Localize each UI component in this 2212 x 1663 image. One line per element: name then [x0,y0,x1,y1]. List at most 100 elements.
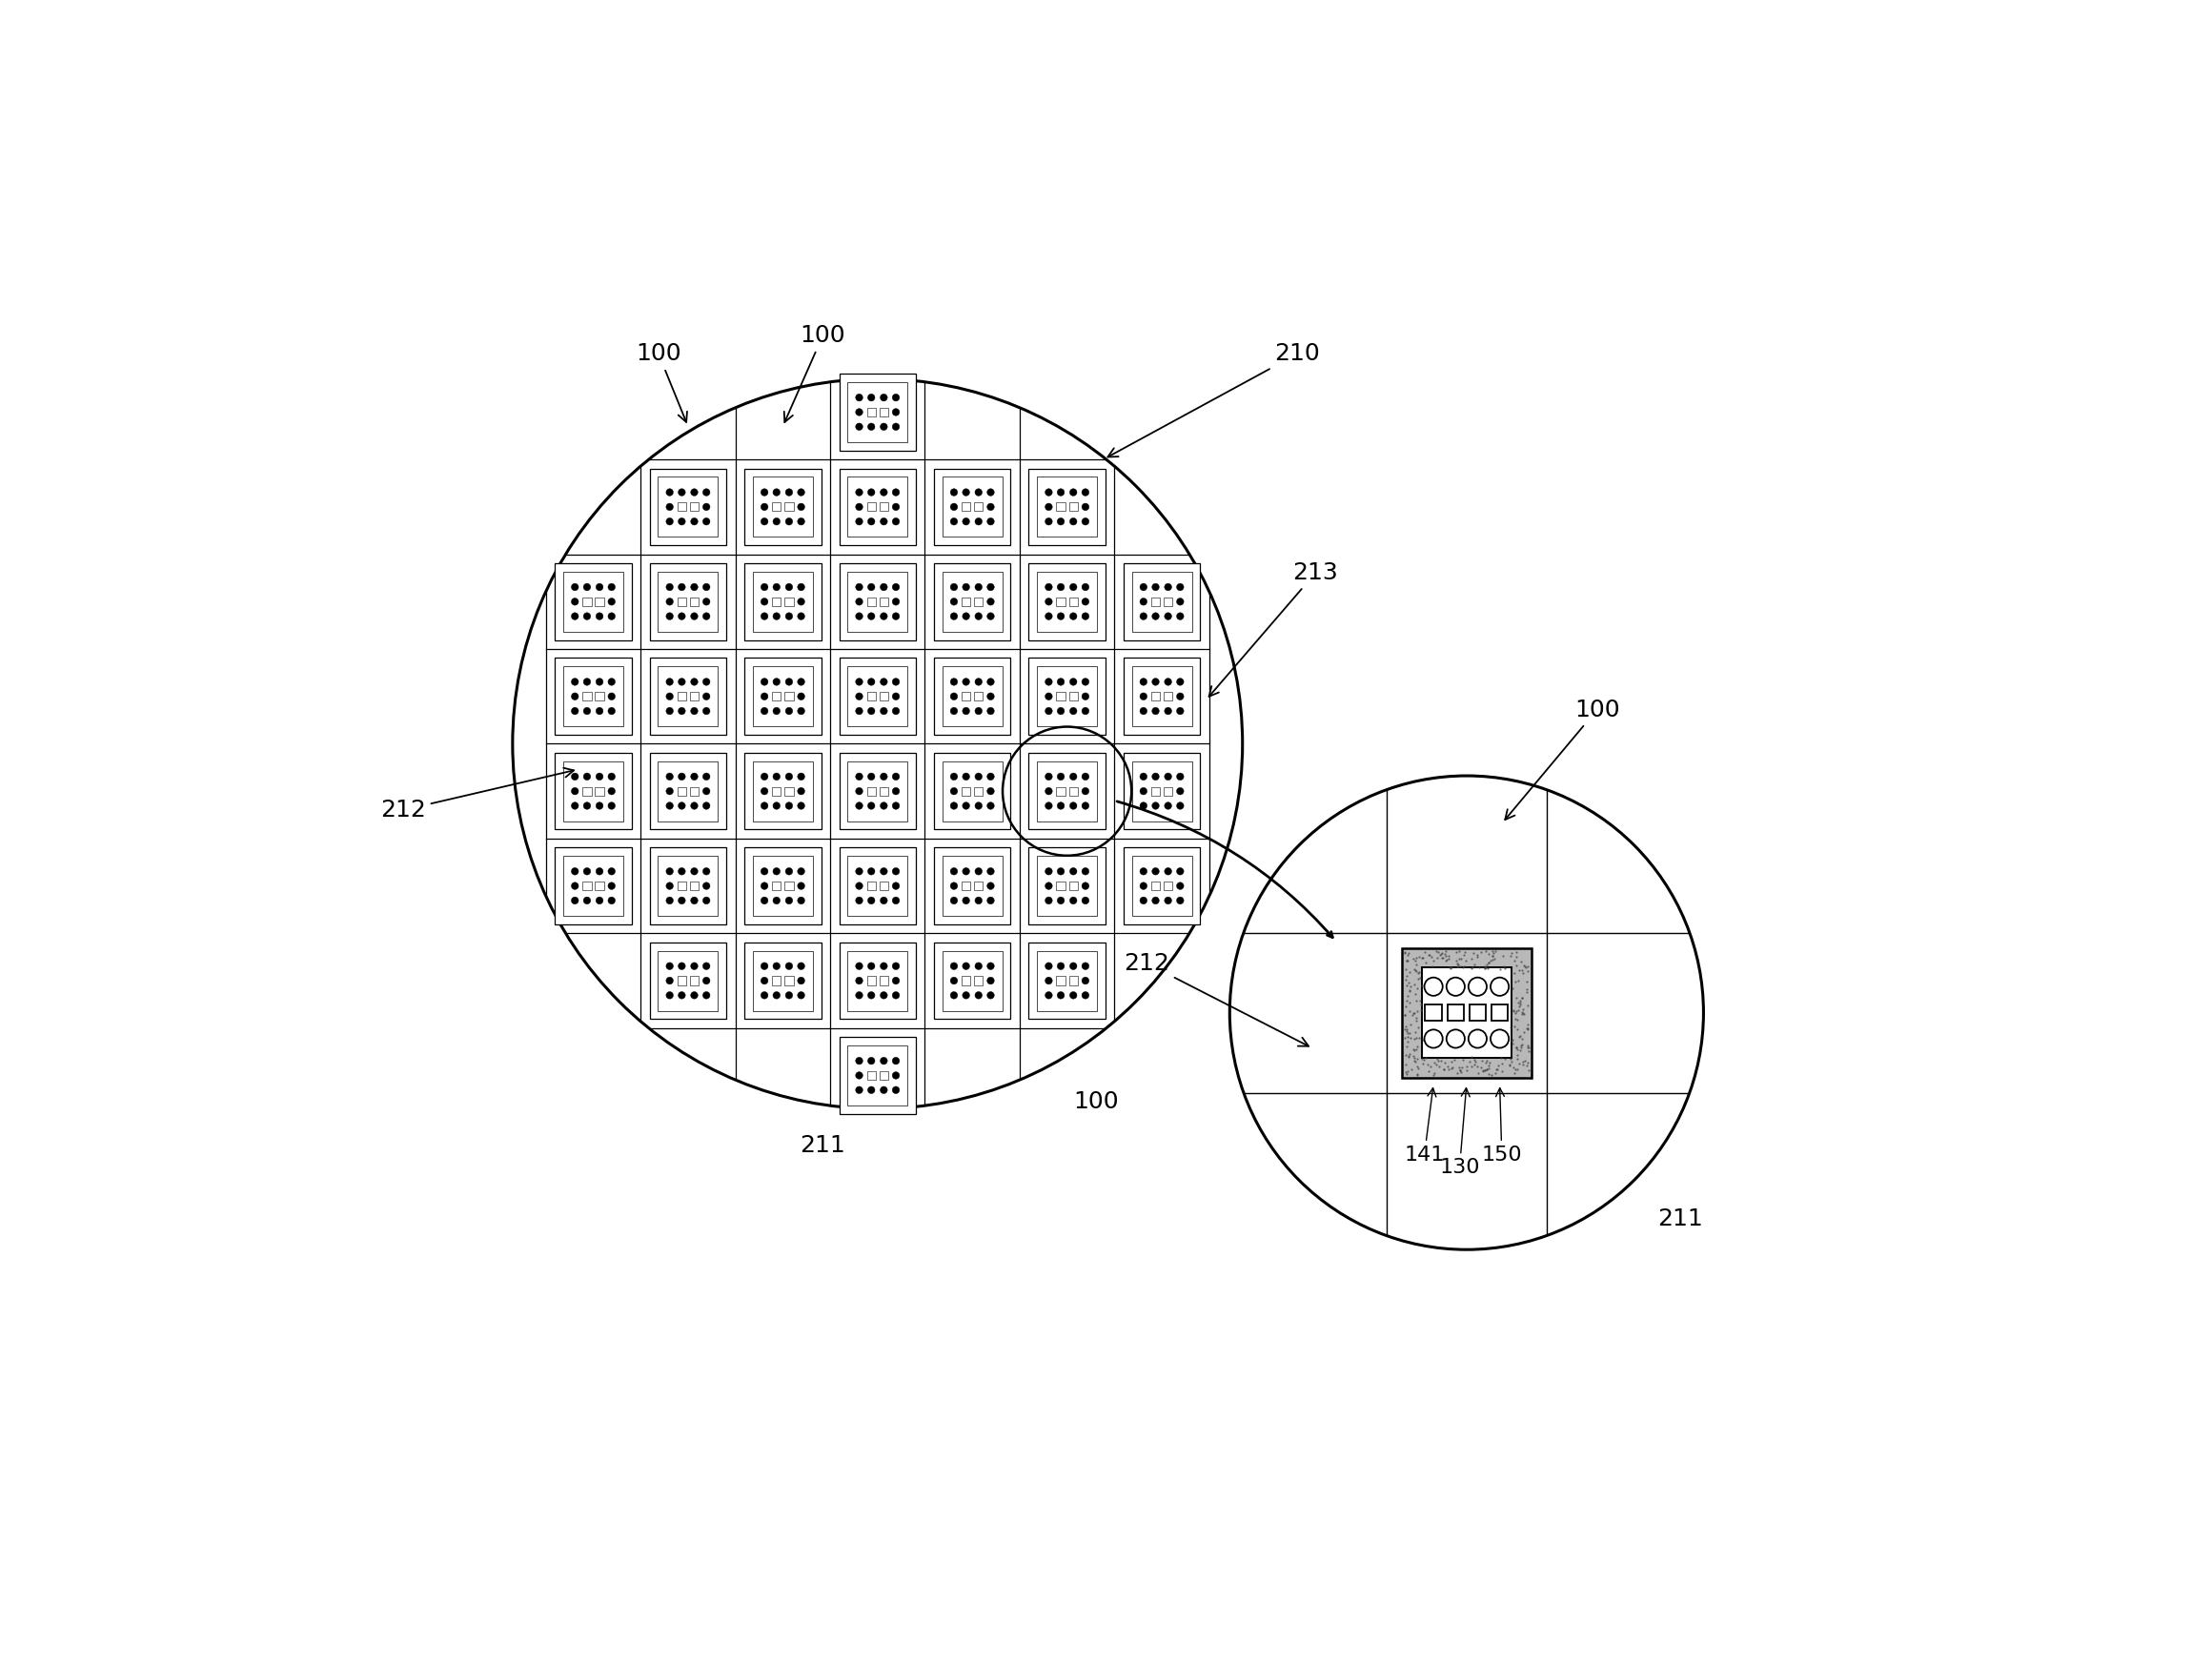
Text: 150: 150 [1482,1088,1522,1164]
Bar [1057,787,1066,795]
Circle shape [799,693,805,700]
Bar [867,787,876,795]
Circle shape [1164,773,1172,780]
Circle shape [867,773,876,780]
Circle shape [799,517,805,526]
Circle shape [1071,517,1077,526]
Bar [1029,943,1106,1019]
Bar [745,943,821,1019]
Circle shape [1057,773,1064,780]
Bar [752,856,812,916]
Circle shape [690,679,699,685]
Circle shape [962,612,969,620]
Circle shape [1139,584,1148,590]
Circle shape [799,991,805,999]
Bar [933,564,1011,640]
Circle shape [975,868,982,875]
Circle shape [608,788,615,795]
Circle shape [867,517,876,526]
Circle shape [1177,883,1183,890]
Circle shape [679,489,686,496]
Circle shape [987,693,993,700]
Circle shape [975,802,982,810]
Circle shape [891,394,900,401]
Circle shape [1139,788,1148,795]
Circle shape [867,489,876,496]
Circle shape [1057,612,1064,620]
Circle shape [867,612,876,620]
Circle shape [608,773,615,780]
Bar [650,564,726,640]
Text: 100: 100 [1073,1091,1119,1114]
Circle shape [571,693,580,700]
Circle shape [772,896,781,905]
Circle shape [584,896,591,905]
Circle shape [785,896,792,905]
Circle shape [608,707,615,715]
Circle shape [891,707,900,715]
Circle shape [975,707,982,715]
Circle shape [1082,504,1088,511]
Circle shape [891,679,900,685]
Bar [962,976,971,984]
Circle shape [1152,773,1159,780]
Circle shape [595,707,604,715]
Circle shape [1469,978,1486,996]
Bar [1150,787,1159,795]
Circle shape [666,584,672,590]
Circle shape [1071,679,1077,685]
Bar [772,692,781,700]
Circle shape [962,584,969,590]
Circle shape [962,963,969,970]
Bar [880,1071,889,1079]
Bar [785,597,794,605]
Circle shape [666,599,672,605]
Circle shape [1491,1029,1509,1048]
Bar [933,848,1011,925]
Bar [962,787,971,795]
Circle shape [1177,693,1183,700]
Bar [745,564,821,640]
Circle shape [975,896,982,905]
Bar [582,692,591,700]
Circle shape [1044,517,1053,526]
Circle shape [761,963,768,970]
Circle shape [867,394,876,401]
Bar [1164,787,1172,795]
Bar [785,692,794,700]
Bar [1057,597,1066,605]
Circle shape [856,422,863,431]
Circle shape [690,612,699,620]
Circle shape [1082,991,1088,999]
Circle shape [1044,489,1053,496]
Circle shape [867,679,876,685]
Circle shape [703,991,710,999]
Circle shape [891,422,900,431]
Circle shape [761,883,768,890]
Circle shape [703,963,710,970]
Circle shape [761,802,768,810]
Bar [838,753,916,830]
Text: 100: 100 [635,343,688,422]
Bar [677,787,686,795]
Bar [933,943,1011,1019]
Bar [657,951,719,1011]
Circle shape [867,422,876,431]
Circle shape [690,896,699,905]
Circle shape [595,773,604,780]
Circle shape [690,489,699,496]
Circle shape [679,584,686,590]
Circle shape [571,707,580,715]
Bar [880,692,889,700]
Circle shape [951,584,958,590]
Bar [690,692,699,700]
Bar [867,976,876,984]
Circle shape [1082,802,1088,810]
Circle shape [1057,991,1064,999]
Bar [1057,502,1066,511]
Bar [1469,1004,1486,1021]
Circle shape [891,896,900,905]
Bar [1124,848,1201,925]
Bar [772,597,781,605]
Circle shape [703,599,710,605]
